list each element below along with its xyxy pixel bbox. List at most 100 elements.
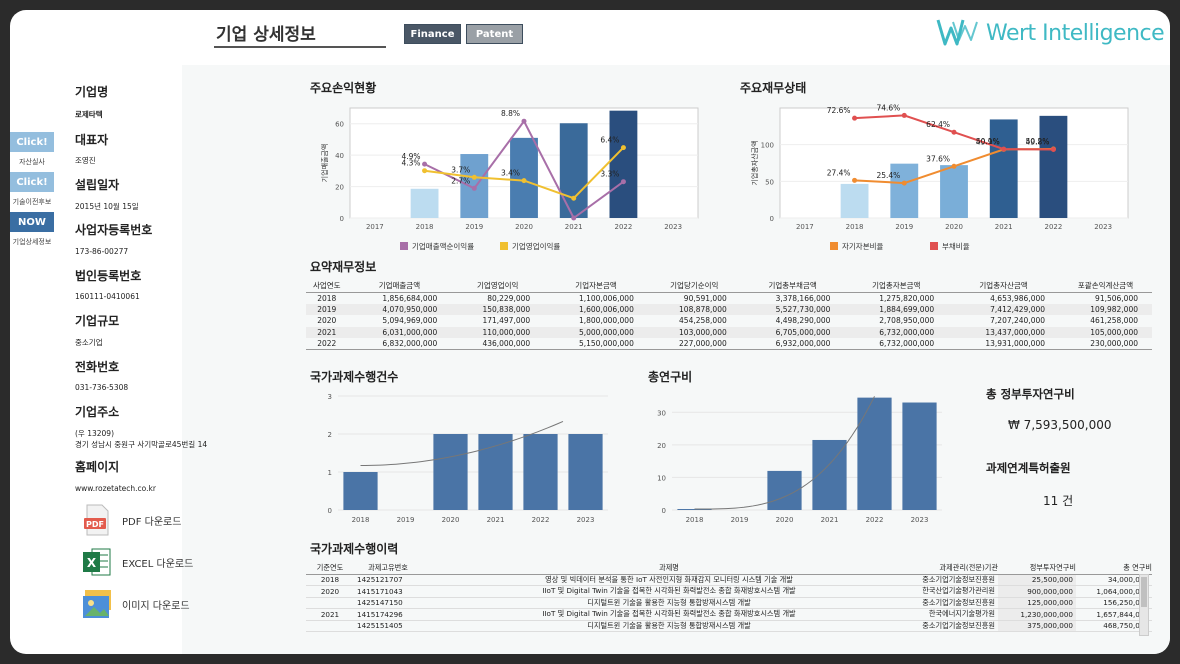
- data-label: 72.6%: [827, 106, 851, 115]
- bar: [857, 397, 892, 510]
- nav-click-button-asset[interactable]: Click!: [10, 132, 54, 152]
- scrollbar-thumb[interactable]: [1141, 577, 1147, 607]
- x-tick-label: 2018: [416, 223, 434, 231]
- project-cell-year: 2020: [306, 585, 354, 598]
- project-cell-total: 156,250,000: [1076, 597, 1152, 609]
- data-label: 6.4%: [600, 136, 619, 145]
- bar: [989, 119, 1018, 218]
- project-cell-id: 1415174296: [354, 608, 422, 621]
- y-tick-label: 20: [657, 442, 666, 450]
- summary-table-cell: 6,732,000,000: [844, 326, 949, 338]
- x-tick-label: 2023: [1094, 223, 1112, 231]
- y-tick-label: 20: [335, 184, 344, 192]
- summary-header-cell: 기업매출금액: [347, 279, 452, 293]
- x-tick-label: 2022: [1045, 223, 1063, 231]
- nav-label-detail: 기업상세정보: [12, 238, 52, 246]
- project-cell-id: 1425151405: [354, 620, 422, 632]
- project-header-cell: 과제명: [422, 562, 916, 575]
- summary-table-cell: 5,000,000,000: [544, 326, 648, 338]
- bar: [890, 163, 919, 218]
- nav-click-button-transfer[interactable]: Click!: [10, 172, 54, 192]
- company-name-label: 기업명: [75, 85, 109, 99]
- project-cell-total: 1,657,844,000: [1076, 608, 1152, 621]
- summary-header-cell: 기업자본금액: [544, 279, 648, 293]
- tab-finance[interactable]: Finance: [404, 24, 461, 44]
- y-tick-label: 0: [328, 507, 332, 515]
- project-cell-gov: 25,500,000: [998, 574, 1076, 586]
- summary-table-cell: 5,094,969,000: [382, 316, 438, 326]
- series-point: [422, 168, 428, 174]
- project-table-row[interactable]: 1425147150 디지털트윈 기술을 활용한 지능형 통합방재시스템 개발 중소…: [306, 597, 1152, 609]
- project-cell-id: 1425147150: [354, 597, 422, 609]
- nav-now-button[interactable]: NOW: [10, 212, 54, 232]
- legend-label: 기업매출액순이익률: [412, 241, 474, 250]
- nav-label-transfer: 기술이전후보: [12, 198, 52, 206]
- project-cell-year: [306, 620, 354, 632]
- summary-table-cell: 230,000,000: [1059, 338, 1152, 350]
- project-cell-name: 영상 및 빅데이터 분석을 통한 IoT 사전인지형 화재감지 모니터링 시스템…: [422, 574, 916, 586]
- corpno-value: 160111-0410061: [75, 292, 140, 301]
- legend-swatch: [400, 242, 408, 250]
- summary-table-cell: 105,000,000: [1059, 326, 1152, 338]
- project-table-scrollbar[interactable]: [1139, 574, 1149, 636]
- project-table-row[interactable]: 1425151405 디지털트윈 기술을 활용한 지능형 통합방재시스템 개발 중소…: [306, 620, 1152, 632]
- project-cell-year: 2018: [306, 574, 354, 586]
- y-tick-label: 0: [770, 215, 774, 223]
- bar: [523, 434, 558, 510]
- project-table-row[interactable]: 2020 1415171043 IIoT 및 Digital Twin 기술을 접목…: [306, 585, 1152, 598]
- summary-table-cell: 4,070,950,000: [347, 303, 452, 315]
- y-tick-label: 0: [662, 507, 666, 515]
- summary-table-cell: 80,229,000: [487, 293, 531, 303]
- summary-table-cell: 90,591,000: [683, 293, 727, 303]
- tab-patent[interactable]: Patent: [466, 24, 523, 44]
- image-download-button[interactable]: 이미지 다운로드: [82, 588, 190, 620]
- project-cell-name: IIoT 및 Digital Twin 기술을 접목한 시각화된 화력발전소 종…: [422, 608, 916, 621]
- homepage-link[interactable]: www.rozetatech.co.kr: [75, 484, 156, 493]
- series-point: [620, 145, 626, 151]
- x-tick-label: 2021: [487, 516, 505, 524]
- project-table-row[interactable]: 2018 1425121707 영상 및 빅데이터 분석을 통한 IoT 사전인지형…: [306, 574, 1152, 586]
- svg-text:X: X: [87, 556, 97, 570]
- summary-financial-table: 사업연도 기업매출금액 기업영업이익 기업자본금액 기업당기순이익 기업총부채금…: [306, 279, 1152, 350]
- data-label: 74.6%: [876, 103, 900, 112]
- patent-count-label: 과제연계특허출원: [986, 461, 1071, 475]
- summary-table-cell: 7,207,240,000: [990, 316, 1046, 326]
- x-tick-label: 2021: [821, 516, 839, 524]
- x-tick-label: 2017: [366, 223, 384, 231]
- project-count-chart: 0 1 2 3 2018 2019 2020 2021 2022 2023: [328, 393, 608, 524]
- founded-label: 설립일자: [75, 178, 120, 192]
- summary-table-cell: 171,497,000: [482, 316, 531, 326]
- bar: [343, 472, 378, 510]
- bizno-value: 173-86-00277: [75, 247, 129, 256]
- ceo-value: 조영진: [75, 156, 96, 165]
- y-tick-label: 10: [657, 474, 666, 482]
- x-tick-label: 2018: [686, 516, 704, 524]
- x-tick-label: 2019: [397, 516, 415, 524]
- pdf-download-button[interactable]: PDF PDF 다운로드: [82, 504, 181, 536]
- summary-table-cell: 6,705,000,000: [740, 326, 845, 338]
- project-cell-org: 한국에너지기술평가원: [916, 608, 998, 621]
- summary-table-cell: 108,878,000: [647, 303, 741, 315]
- x-tick-label: 2019: [465, 223, 483, 231]
- x-tick-label: 2020: [515, 223, 533, 231]
- summary-table-cell: 2021: [306, 326, 348, 338]
- excel-download-button[interactable]: X EXCEL 다운로드: [82, 546, 193, 578]
- series-point: [852, 115, 858, 121]
- y-tick-label: 2: [328, 431, 332, 439]
- legend-label: 자기자본비율: [842, 242, 883, 250]
- project-table-row[interactable]: 2021 1415174296 IIoT 및 Digital Twin 기술을 접목…: [306, 608, 1152, 621]
- address-zip: (우 13209): [75, 429, 114, 438]
- summary-table-cell: 91,506,000: [1095, 293, 1138, 303]
- summary-header-cell: 기업영업이익: [451, 279, 545, 293]
- project-cell-total: 34,000,000: [1076, 574, 1152, 586]
- project-cell-name: IIoT 및 Digital Twin 기술을 접목한 시각화된 화력발전소 종…: [422, 585, 916, 598]
- nav-label-asset: 자산실사: [19, 158, 45, 166]
- x-tick-label: 2022: [615, 223, 633, 231]
- trend-line: [694, 396, 875, 510]
- x-tick-label: 2021: [995, 223, 1013, 231]
- x-tick-label: 2017: [796, 223, 814, 231]
- y-axis-label: 기업매출금액: [320, 144, 329, 183]
- y-tick-label: 0: [340, 215, 344, 223]
- summary-table-cell: 1,275,820,000: [879, 293, 935, 303]
- income-chart-title: 주요손익현황: [310, 81, 377, 95]
